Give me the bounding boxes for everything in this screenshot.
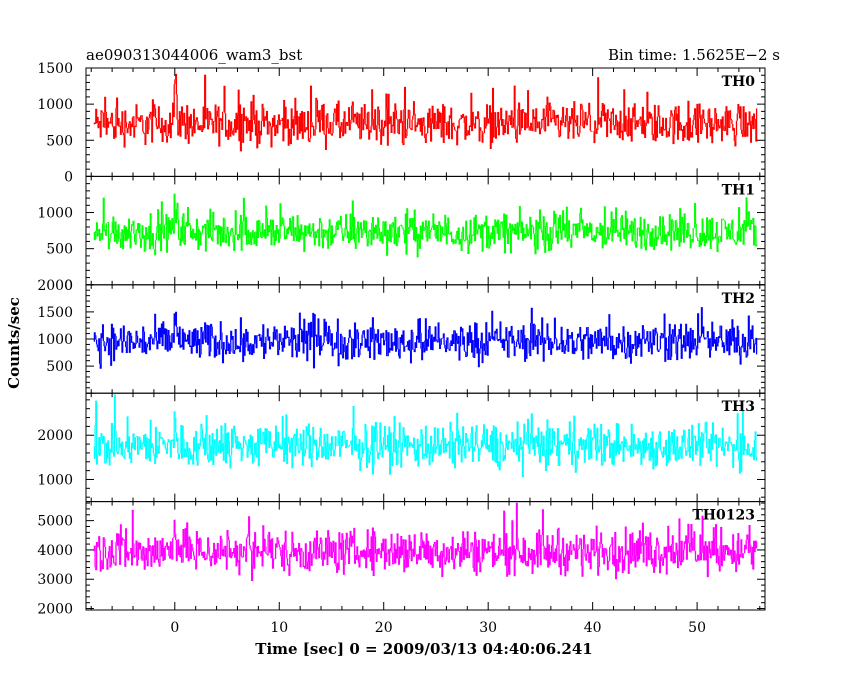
y-tick-label: 1000 [37, 332, 73, 348]
y-tick-label: 0 [64, 278, 73, 294]
series-line-th0 [93, 73, 758, 152]
x-tick-label: 30 [479, 620, 497, 636]
y-tick-label: 3000 [37, 572, 73, 588]
series-line-th0123 [93, 502, 758, 581]
y-tick-label: 1500 [37, 61, 73, 77]
x-tick-label: 0 [170, 620, 179, 636]
panel-label: TH0 [722, 74, 756, 90]
panel-th0: 0 500 1000 1500 TH0 [37, 61, 766, 185]
panel-label: TH0123 [692, 508, 755, 524]
chart-title-left: ae090313044006_wam3_bst [86, 46, 302, 64]
panel-label: TH3 [722, 399, 755, 415]
series-line-th2 [93, 307, 758, 369]
y-tick-label: 1000 [37, 97, 73, 113]
panel-label: TH1 [722, 182, 755, 198]
panel-th2: 500 1000 1500 2000 TH2 [37, 278, 766, 394]
series-line-th3 [93, 394, 758, 478]
y-tick-label: 1500 [37, 305, 73, 321]
x-tick-label: 50 [688, 620, 706, 636]
y-tick-label: 1000 [37, 472, 73, 488]
panel-th3: 1000 2000 TH3 [37, 392, 766, 503]
y-tick-label: 2000 [37, 602, 73, 618]
y-tick-label: 500 [46, 359, 73, 375]
y-tick-label: 4000 [37, 543, 73, 559]
y-tick-label: 2000 [37, 428, 73, 444]
chart-title-right: Bin time: 1.5625E−2 s [608, 46, 780, 64]
x-tick-label: 10 [270, 620, 288, 636]
panel-th1: 0 500 1000 TH1 [37, 175, 766, 294]
y-tick-label: 1000 [37, 206, 73, 222]
x-tick-label: 40 [584, 620, 602, 636]
y-tick-label: 500 [46, 133, 73, 149]
y-axis-label: Counts/sec [5, 297, 23, 389]
y-tick-label: 500 [46, 242, 73, 258]
x-axis-label: Time [sec] 0 = 2009/03/13 04:40:06.241 [255, 640, 592, 658]
y-tick-label: 5000 [37, 514, 73, 530]
panels-group: 050010001500TH005001000TH150010001500200… [37, 61, 766, 636]
y-tick-label: 0 [64, 169, 73, 185]
series-line-th1 [93, 193, 758, 258]
panel-label: TH2 [722, 291, 755, 307]
panel-th0123: 2000 3000 4000 5000 TH0123 [37, 501, 766, 618]
x-tick-label: 20 [375, 620, 393, 636]
y-tick-label: 2000 [37, 278, 73, 294]
